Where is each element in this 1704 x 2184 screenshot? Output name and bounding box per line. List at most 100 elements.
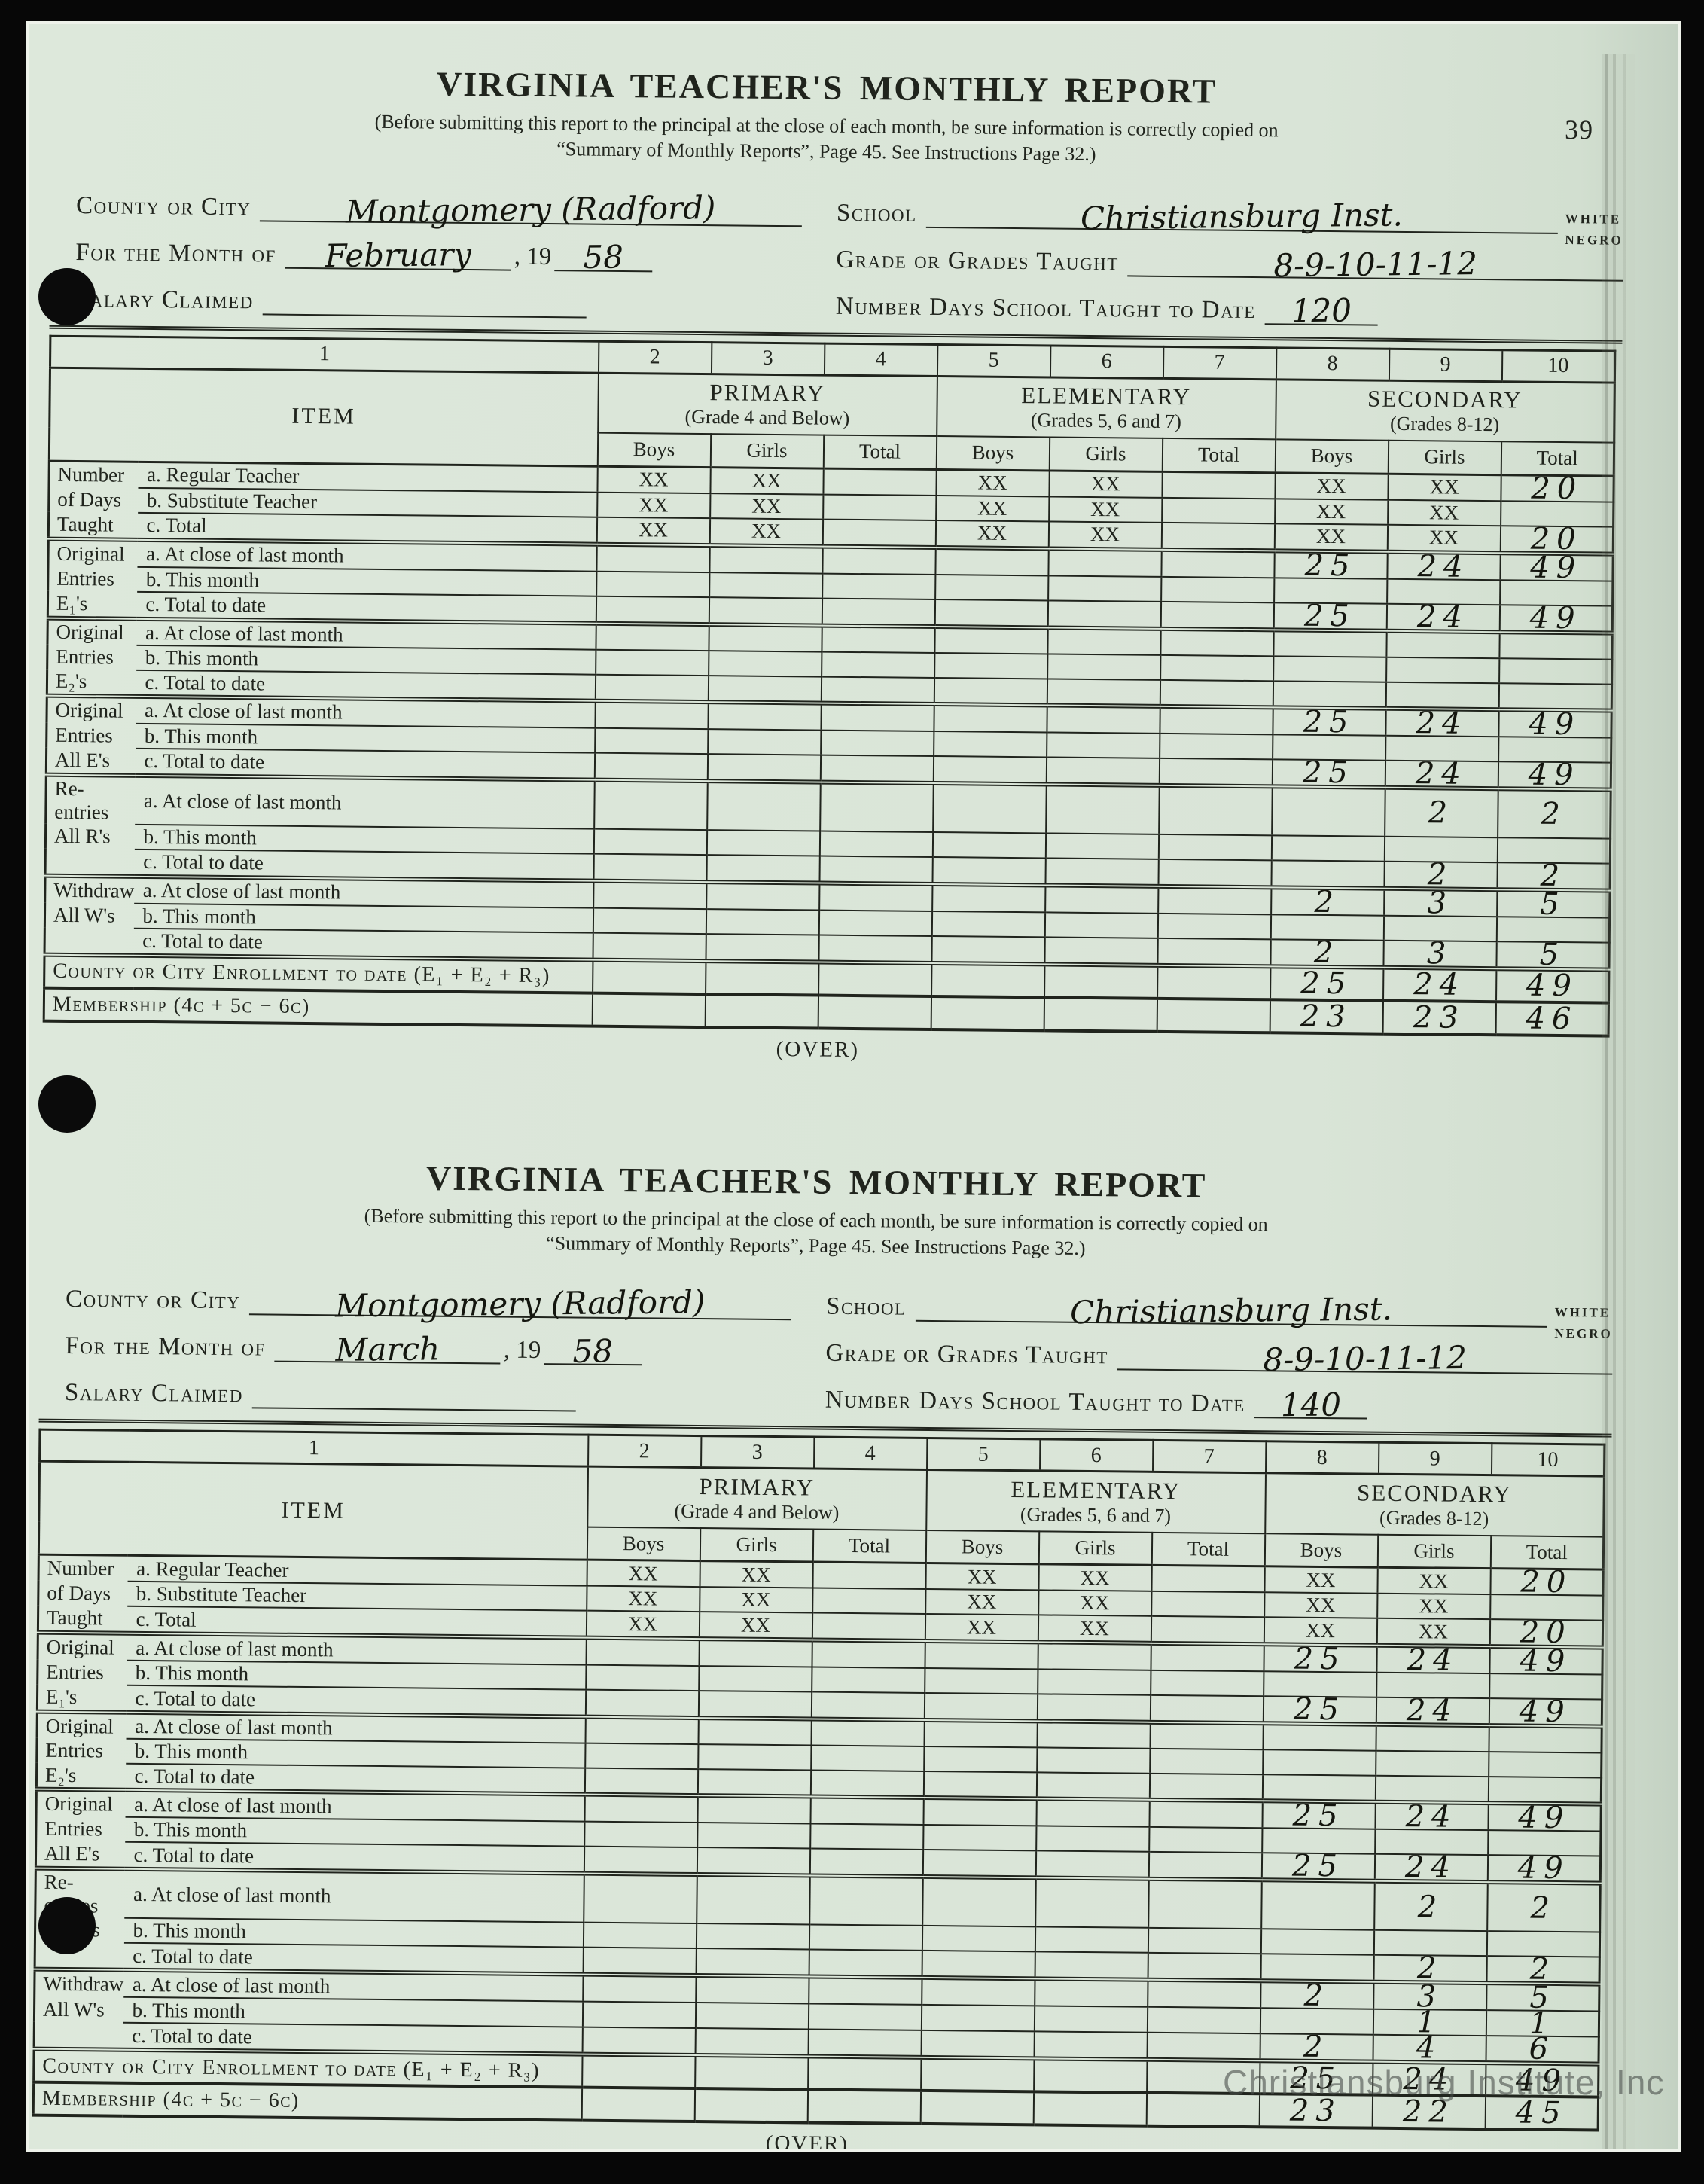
data-cell: [595, 649, 709, 676]
group-label: Original: [44, 1792, 113, 1816]
footer-label: County or City Enrollment to date (E₁ + …: [44, 954, 593, 993]
data-cell: [697, 1718, 812, 1746]
data-cell: [1374, 1829, 1488, 1856]
data-cell: [1385, 682, 1499, 709]
data-cell: [808, 1976, 922, 2006]
data-cell: [818, 883, 932, 911]
data-cell: [694, 2055, 809, 2090]
subcolumn-header: Girls: [700, 1527, 813, 1563]
data-cell: XX: [709, 493, 823, 520]
data-cell: [1033, 2058, 1148, 2094]
column-header: 4: [813, 1437, 927, 1470]
data-cell: [1157, 886, 1271, 914]
data-cell: [1273, 655, 1386, 682]
group-label: E₂'s: [47, 669, 136, 697]
data-cell: [1160, 549, 1275, 578]
data-cell: [921, 2005, 1035, 2032]
data-cell: [695, 2003, 809, 2030]
month-value: March: [335, 1329, 440, 1368]
grades-field: 8-9-10-11-12: [1127, 237, 1623, 285]
data-cell: XX: [586, 1610, 700, 1640]
data-cell: XX: [1376, 1593, 1490, 1620]
data-cell: 49: [1498, 761, 1611, 790]
data-cell: [820, 703, 934, 731]
data-cell: [1147, 1980, 1261, 2009]
data-cell: 24: [1385, 760, 1498, 788]
data-cell: [1489, 1594, 1603, 1621]
subcolumn-header: Boys: [1275, 439, 1389, 474]
data-cell: [1498, 736, 1611, 763]
data-cell: [1047, 548, 1162, 577]
data-cell: 25: [1272, 758, 1385, 788]
section-header: SECONDARY (Grades 8-12): [1264, 1473, 1605, 1537]
data-cell: [1148, 1879, 1262, 1929]
data-cell: [820, 730, 934, 756]
group-label: Withdrawals: [53, 878, 135, 902]
data-cell: [709, 572, 822, 599]
data-cell: [934, 574, 1048, 601]
data-cell: 2: [1270, 938, 1384, 968]
salary-field: [251, 1369, 577, 1412]
section-name: PRIMARY: [709, 379, 826, 407]
data-cell: [581, 2054, 696, 2089]
data-cell: XX: [1038, 1615, 1151, 1644]
item-label: a. At close of last month: [135, 696, 596, 728]
data-cell: 49: [1489, 1698, 1602, 1727]
subcolumn-header: Girls: [1377, 1534, 1491, 1569]
data-cell: 1: [1373, 2009, 1486, 2036]
data-cell: [593, 853, 707, 882]
data-cell: [705, 960, 818, 996]
item-label: a. At close of last month: [133, 876, 593, 908]
item-label: c. Total to date: [123, 1942, 584, 1975]
group-label: [34, 2021, 123, 2050]
data-cell: 2: [1373, 1880, 1488, 1932]
data-cell: [922, 1825, 1036, 1851]
data-cell: [593, 907, 706, 934]
data-cell: XX: [1376, 1618, 1490, 1647]
data-cell: 49: [1489, 1646, 1603, 1675]
data-cell: 49: [1495, 968, 1609, 1003]
group-label: Entries: [56, 566, 114, 590]
data-cell: [1385, 630, 1500, 658]
group-label: Original: [46, 1635, 114, 1659]
data-cell: [583, 1922, 697, 1949]
data-cell: [1488, 1725, 1602, 1753]
item-label: a. At close of last month: [125, 1790, 585, 1822]
item-label: c. Total to date: [133, 928, 593, 960]
data-cell: [1044, 997, 1157, 1032]
data-cell: [1149, 1722, 1264, 1750]
item-column-header: ITEM: [49, 367, 599, 466]
grades-value: 8-9-10-11-12: [1273, 244, 1478, 285]
data-cell: [920, 2057, 1035, 2092]
group-label: All W's: [53, 903, 115, 927]
data-cell: [1036, 1747, 1150, 1774]
data-cell: [1273, 680, 1386, 709]
data-cell: [811, 1691, 925, 1721]
group-label: All R's: [53, 824, 111, 848]
subcolumn-header: Girls: [710, 434, 824, 468]
data-cell: [1160, 628, 1274, 656]
data-cell: XX: [925, 1589, 1038, 1615]
data-cell: [1160, 679, 1273, 707]
section-name: SECONDARY: [1356, 1479, 1513, 1508]
data-cell: [708, 650, 822, 677]
data-cell: [582, 2027, 696, 2056]
item-label: a. At close of last month: [123, 1868, 584, 1923]
data-cell: [1272, 734, 1385, 761]
data-cell: 25: [1273, 602, 1387, 631]
data-cell: XX: [1274, 472, 1389, 500]
column-header: 9: [1378, 1442, 1492, 1475]
data-cell: [809, 1875, 923, 1926]
data-cell: [822, 598, 935, 627]
data-cell: [585, 1689, 699, 1719]
data-cell: [820, 755, 934, 783]
data-cell: [1045, 833, 1159, 859]
data-cell: [931, 856, 1046, 886]
data-cell: XX: [709, 467, 824, 495]
data-cell: [1044, 858, 1159, 886]
data-cell: [1035, 1798, 1150, 1828]
data-cell: XX: [1376, 1567, 1491, 1595]
item-label: b. This month: [123, 1996, 583, 2027]
data-cell: [596, 544, 710, 572]
